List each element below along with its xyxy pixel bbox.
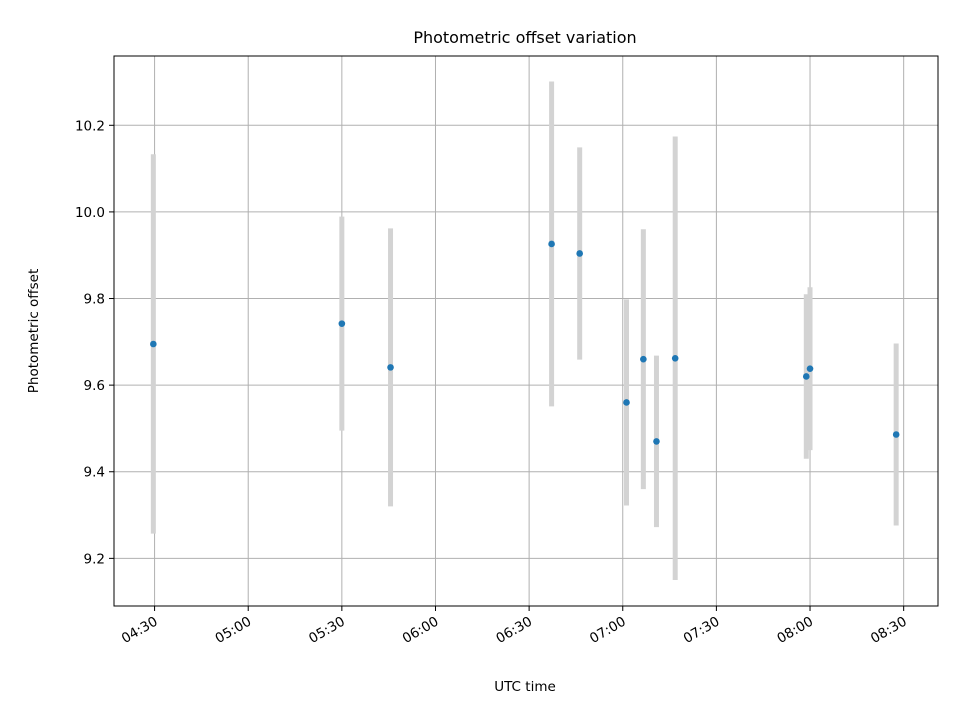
grid	[114, 56, 938, 606]
data-point	[387, 364, 394, 371]
plot-frame	[113, 55, 939, 607]
y-tick-label: 9.6	[84, 378, 105, 394]
chart-title: Photometric offset variation	[413, 28, 636, 47]
data-points	[150, 240, 900, 445]
data-point	[802, 373, 810, 380]
data-point	[623, 399, 630, 406]
data-point	[150, 340, 157, 348]
y-tick-label: 10.0	[75, 205, 105, 221]
y-tick-label: 9.2	[84, 551, 105, 567]
data-point	[892, 431, 900, 438]
y-tick-label: 9.4	[84, 465, 105, 481]
data-point	[653, 438, 660, 445]
data-point	[548, 240, 555, 248]
data-point	[671, 354, 679, 362]
y-tick-label: 10.2	[75, 118, 105, 134]
data-point	[640, 355, 647, 363]
y-axis-ticks: 9.2 9.4 9.6 9.8 10.0 10.2	[75, 118, 114, 567]
x-axis-label: UTC time	[494, 679, 556, 695]
data-point	[576, 250, 583, 257]
data-point	[338, 320, 346, 327]
y-tick-label: 9.8	[84, 292, 105, 308]
data-point	[806, 365, 814, 372]
y-axis-label: Photometric offset	[26, 269, 42, 393]
